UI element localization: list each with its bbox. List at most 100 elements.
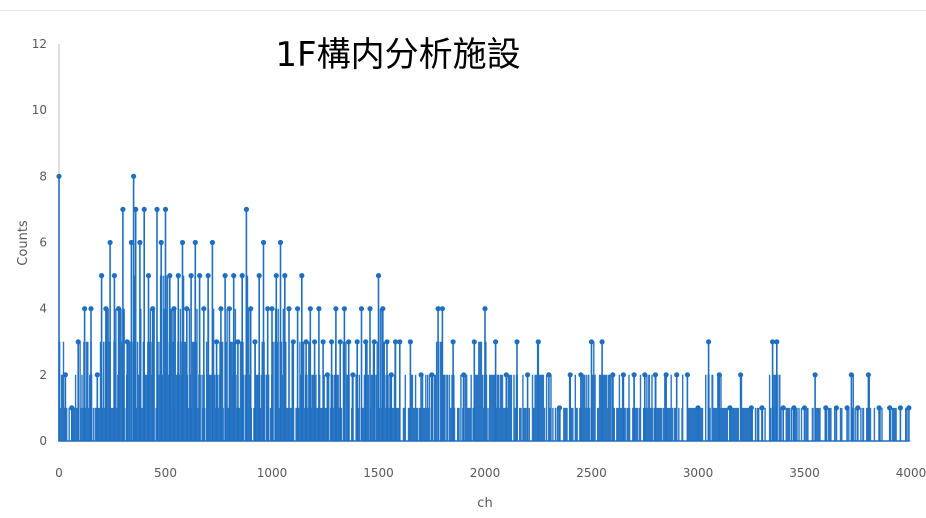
data-point: [397, 339, 403, 345]
data-point: [748, 405, 754, 411]
data-point: [226, 306, 232, 312]
series-counts: [56, 173, 912, 442]
y-tick-label: 12: [32, 37, 47, 51]
data-point: [812, 372, 818, 378]
data-point: [620, 372, 627, 378]
x-tick-label: 2500: [576, 466, 607, 480]
data-point: [131, 173, 137, 179]
data-point: [124, 339, 130, 345]
data-point: [791, 405, 797, 411]
data-point: [94, 372, 100, 378]
data-point: [256, 273, 262, 279]
data-point: [663, 372, 669, 378]
x-tick-label: 4000: [896, 466, 926, 480]
x-tick-label: 1500: [363, 466, 394, 480]
data-point: [128, 239, 134, 246]
data-point: [906, 405, 912, 411]
data-point: [346, 339, 352, 345]
x-tick-label: 500: [154, 466, 177, 480]
y-tick-label: 6: [39, 236, 47, 250]
data-point: [133, 206, 139, 212]
data-point: [358, 306, 365, 312]
data-point: [461, 372, 467, 378]
data-point: [320, 339, 326, 345]
data-point: [145, 273, 152, 279]
data-point: [307, 306, 313, 312]
data-point: [56, 173, 62, 179]
data-point: [252, 339, 258, 345]
data-point: [99, 273, 105, 279]
data-point: [324, 372, 330, 378]
data-point: [116, 306, 122, 312]
y-tick-labels: 0 2 4 6 8 10 12: [32, 37, 47, 448]
data-point: [150, 306, 156, 312]
data-point: [201, 306, 207, 312]
x-tick-label: 1000: [257, 466, 288, 480]
series-line: [58, 176, 910, 442]
data-point: [107, 239, 113, 246]
data-point: [243, 206, 249, 212]
data-point: [610, 372, 616, 378]
data-point: [239, 273, 245, 279]
data-point: [546, 372, 552, 378]
data-point: [642, 372, 648, 378]
data-point: [450, 339, 456, 345]
data-point: [380, 306, 386, 312]
x-axis-title: ch: [477, 496, 492, 511]
data-point: [652, 372, 659, 378]
data-point: [329, 339, 335, 345]
data-point: [780, 405, 786, 411]
data-point: [578, 372, 584, 378]
data-point: [269, 306, 275, 312]
data-point: [299, 273, 305, 279]
data-point: [897, 405, 904, 411]
data-point: [556, 405, 563, 411]
data-point: [354, 339, 360, 345]
data-point: [295, 306, 301, 312]
data-point: [205, 273, 211, 279]
y-tick-label: 0: [39, 434, 47, 448]
data-point: [69, 405, 75, 411]
data-point: [738, 372, 744, 378]
data-point: [62, 372, 68, 378]
data-point: [179, 239, 186, 246]
data-point: [384, 339, 390, 345]
data-point: [375, 273, 382, 279]
data-point: [801, 405, 808, 411]
y-tick-label: 8: [39, 169, 47, 183]
data-point: [350, 372, 356, 378]
data-point: [231, 273, 237, 279]
data-point: [407, 339, 413, 345]
data-point: [141, 206, 147, 212]
x-tick-labels: 0 500 1000 1500 2000 2500 3000 3500 4000: [55, 466, 926, 480]
data-point: [154, 206, 160, 212]
data-point: [631, 372, 637, 378]
data-point: [418, 372, 424, 378]
data-point: [727, 405, 733, 411]
y-tick-label: 10: [32, 103, 47, 117]
data-point: [392, 339, 399, 345]
data-point: [312, 339, 318, 345]
data-point: [833, 405, 840, 411]
data-point: [371, 339, 377, 345]
data-point: [503, 372, 509, 378]
data-point: [214, 339, 220, 345]
x-tick-label: 3500: [789, 466, 820, 480]
chart-border: [0, 10, 926, 11]
data-point: [435, 306, 441, 312]
data-point: [493, 339, 499, 345]
data-point: [188, 273, 194, 279]
data-point: [770, 339, 776, 345]
x-tick-label: 2000: [470, 466, 501, 480]
data-point: [429, 372, 435, 378]
data-point: [844, 405, 850, 411]
data-point: [222, 273, 228, 279]
data-point: [674, 372, 680, 378]
data-point: [684, 372, 691, 378]
y-tick-label: 2: [39, 368, 47, 382]
data-point: [439, 306, 445, 312]
data-point: [759, 405, 765, 411]
data-point: [341, 306, 347, 312]
data-point: [184, 306, 190, 312]
